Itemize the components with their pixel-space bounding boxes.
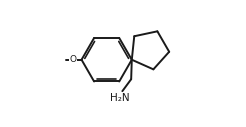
Text: O: O	[70, 55, 77, 64]
Text: H₂N: H₂N	[110, 93, 129, 103]
